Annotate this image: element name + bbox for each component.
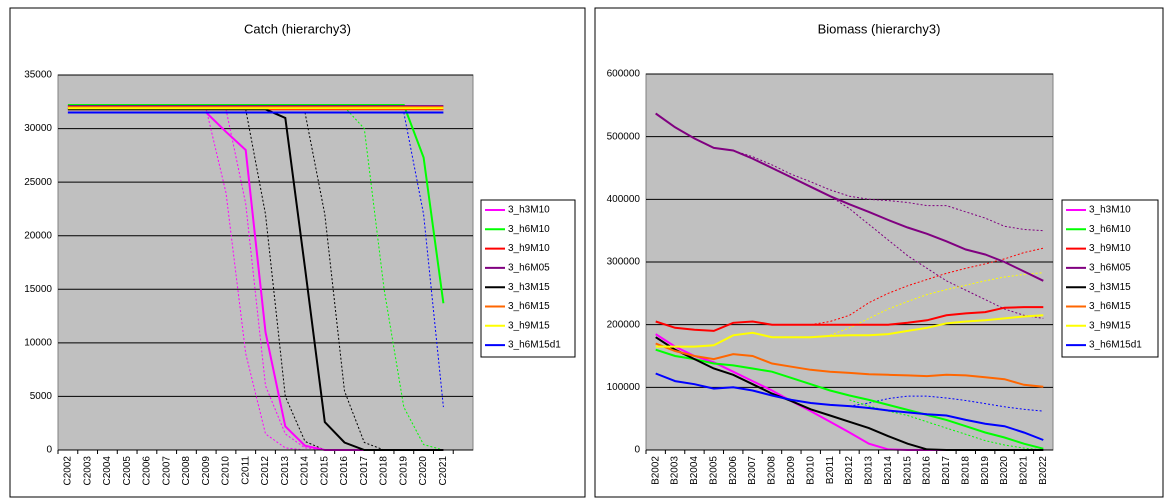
x-tick-label: B2016 [922,456,933,485]
x-tick-label: C2002 [63,456,74,486]
x-tick-label: C2009 [201,456,212,486]
series-line [655,306,1044,332]
chart-title: Catch (hierarchy3) [244,21,351,36]
x-tick-label: C2008 [181,456,192,486]
y-tick-label: 300000 [607,257,641,268]
x-tick-label: C2021 [438,456,449,486]
x-tick-label: C2013 [280,456,291,486]
range-line [344,106,444,451]
plot-area [57,74,474,451]
x-tick-label: B2013 [864,456,875,485]
x-tick-label: C2003 [82,456,93,486]
x-tick-label: C2010 [221,456,232,486]
range-line [829,195,1044,319]
series-line [655,314,1044,348]
y-tick-label: 500000 [607,131,641,142]
x-tick-label: C2011 [240,456,251,485]
y-tick-label: 0 [634,445,640,456]
x-tick-label: B2007 [747,456,758,485]
legend-label: 3_h6M15 [508,301,550,312]
x-tick-label: C2005 [122,456,133,486]
x-tick-label: B2019 [980,456,991,485]
x-tick-label: B2018 [960,456,971,485]
legend-label: 3_h6M10 [508,224,550,235]
legend-label: 3_h9M10 [508,243,550,254]
y-tick-label: 10000 [24,337,52,348]
x-tick-label: B2012 [844,456,855,485]
range-line [849,395,1044,412]
x-tick-label: B2015 [902,456,913,485]
y-tick-label: 35000 [24,70,52,81]
chart-title: Biomass (hierarchy3) [818,21,941,36]
legend-label: 3_h6M05 [508,263,550,274]
x-tick-label: B2022 [1038,456,1049,485]
legend-label: 3_h6M15d1 [1089,340,1142,351]
x-tick-label: C2007 [161,456,172,486]
series-line [67,104,445,304]
x-tick-label: C2004 [102,456,113,486]
y-tick-label: 400000 [607,194,641,205]
x-tick-label: B2020 [999,456,1010,485]
y-tick-label: 15000 [24,284,52,295]
x-tick-label: B2005 [708,456,719,485]
x-tick-label: B2009 [786,456,797,485]
x-tick-label: C2012 [260,456,271,486]
series-line [655,372,1044,441]
x-tick-label: B2017 [941,456,952,485]
y-tick-label: 30000 [24,123,52,134]
range-line [225,109,325,451]
legend-label: 3_h6M05 [1089,263,1131,274]
x-tick-label: C2015 [319,456,330,486]
x-tick-label: C2018 [379,456,390,486]
x-tick-label: B2011 [825,456,836,485]
legend-label: 3_h6M10 [1089,224,1131,235]
y-tick-label: 200000 [607,319,641,330]
x-tick-label: B2004 [689,456,700,485]
y-tick-label: 600000 [607,69,641,80]
range-line [655,113,1044,232]
legend-label: 3_h3M15 [508,282,550,293]
range-line [403,112,444,408]
legend [1061,199,1159,358]
y-tick-label: 20000 [24,230,52,241]
y-tick-label: 5000 [30,391,53,402]
x-tick-label: B2003 [670,456,681,485]
series-line [655,112,1044,282]
x-tick-label: C2017 [359,456,370,486]
x-tick-label: C2016 [339,456,350,486]
legend-label: 3_h3M10 [1089,205,1131,216]
legend-label: 3_h9M10 [1089,243,1131,254]
legend [480,199,576,358]
range-line [205,109,306,451]
x-tick-label: B2006 [728,456,739,485]
x-tick-label: C2020 [418,456,429,486]
range-line [810,247,1044,326]
x-tick-label: C2006 [142,456,153,486]
y-tick-label: 0 [46,445,52,456]
y-tick-label: 100000 [607,382,641,393]
x-tick-label: B2014 [883,456,894,485]
y-tick-label: 25000 [24,177,52,188]
legend-label: 3_h6M15d1 [508,340,561,351]
x-tick-label: B2010 [805,456,816,485]
legend-label: 3_h9M15 [508,320,550,331]
x-tick-label: B2021 [1019,456,1030,485]
legend-label: 3_h3M15 [1089,282,1131,293]
series-line [655,342,1044,388]
x-tick-label: B2002 [650,456,661,485]
x-tick-label: B2008 [767,456,778,485]
legend-label: 3_h6M15 [1089,301,1131,312]
legend-label: 3_h9M15 [1089,320,1131,331]
range-line [304,112,385,451]
series-line [655,348,1044,450]
x-tick-label: C2014 [300,456,311,486]
legend-label: 3_h3M10 [508,205,550,216]
x-tick-label: C2019 [398,456,409,486]
